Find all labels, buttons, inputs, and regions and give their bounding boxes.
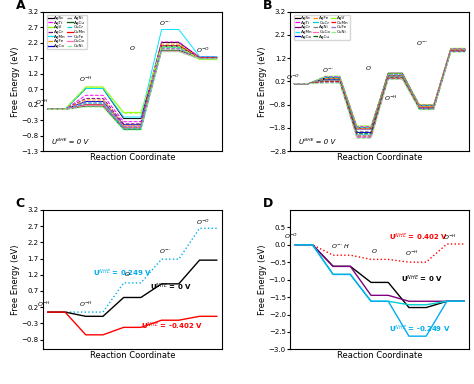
- Text: $O$: $O$: [124, 270, 130, 278]
- Text: A: A: [16, 0, 26, 12]
- Text: $O$: $O$: [365, 64, 372, 72]
- Text: $O^{-\cdot}H$: $O^{-\cdot}H$: [331, 243, 349, 251]
- Y-axis label: Free Energy (eV): Free Energy (eV): [11, 46, 20, 117]
- X-axis label: Reaction Coordinate: Reaction Coordinate: [90, 152, 175, 162]
- Legend: AgSc, AgTi, AgCr, AgMn, AgCo, AgFe, CuCr, AgNi, CuCo, AgCu, AgV, CuMn, CuFe, CuN: AgSc, AgTi, AgCr, AgMn, AgCo, AgFe, CuCr…: [294, 15, 350, 40]
- Text: $O$: $O$: [129, 43, 136, 51]
- Text: U$^{NHE}$ = -0.402 V: U$^{NHE}$ = -0.402 V: [141, 321, 203, 333]
- Text: $O^{-\cdot}$: $O^{-\cdot}$: [322, 67, 335, 75]
- Text: $O^{-\cdot}$: $O^{-\cdot}$: [159, 20, 172, 28]
- Text: $O^{-H}$: $O^{-H}$: [79, 74, 93, 84]
- Text: $O^{-H}$: $O^{-H}$: [405, 249, 419, 258]
- Text: U$^{NHE}$ = 0 V: U$^{NHE}$ = 0 V: [150, 282, 192, 293]
- Text: U$^{NHE}$ = 0.249 V: U$^{NHE}$ = 0.249 V: [93, 268, 152, 279]
- Text: $O^{-O}$: $O^{-O}$: [286, 72, 301, 82]
- X-axis label: Reaction Coordinate: Reaction Coordinate: [90, 351, 175, 360]
- Text: $O^{-H}$: $O^{-H}$: [35, 98, 49, 107]
- Text: $O^{-H}$: $O^{-H}$: [37, 300, 51, 309]
- Text: $O^{-H}$: $O^{-H}$: [384, 93, 398, 103]
- Text: U$^{NHE}$ = -0.249 V: U$^{NHE}$ = -0.249 V: [389, 324, 450, 335]
- Y-axis label: Free Energy (eV): Free Energy (eV): [11, 244, 20, 315]
- Legend: AgSc, AgTi, AgV, AgCr, AgMn, AgFe, AgCo, AgNi, AgCu, CuCr, CuMn, CuFe, CuCo, CuN: AgSc, AgTi, AgV, AgCr, AgMn, AgFe, AgCo,…: [46, 15, 87, 49]
- Text: U$^{NHE}$ = 0 V: U$^{NHE}$ = 0 V: [401, 274, 443, 285]
- Text: $O^{-H}$: $O^{-H}$: [79, 300, 93, 309]
- Text: $O^{-H}$: $O^{-H}$: [443, 233, 457, 242]
- X-axis label: Reaction Coordinate: Reaction Coordinate: [337, 351, 422, 360]
- Text: $O^{-O}$: $O^{-O}$: [196, 45, 210, 55]
- Text: Uᴽᴴᴱ = 0 V: Uᴽᴴᴱ = 0 V: [52, 139, 88, 145]
- Text: U$^{NHE}$ = 0.402 V: U$^{NHE}$ = 0.402 V: [389, 232, 448, 243]
- Text: C: C: [16, 197, 25, 210]
- Text: B: B: [263, 0, 273, 12]
- Text: $O^{-\cdot}$: $O^{-\cdot}$: [416, 40, 428, 48]
- Text: $O^{-\cdot}$: $O^{-\cdot}$: [159, 247, 172, 256]
- Text: $O^{-O}$: $O^{-O}$: [284, 232, 299, 241]
- Text: $O$: $O$: [371, 247, 378, 255]
- Text: $O^{-O}$: $O^{-O}$: [196, 218, 210, 227]
- X-axis label: Reaction Coordinate: Reaction Coordinate: [337, 152, 422, 162]
- Y-axis label: Free Energy (eV): Free Energy (eV): [258, 244, 267, 315]
- Text: D: D: [263, 197, 273, 210]
- Text: Uᴽᴴᴱ = 0 V: Uᴽᴴᴱ = 0 V: [299, 139, 335, 145]
- Y-axis label: Free Energy (eV): Free Energy (eV): [258, 46, 267, 117]
